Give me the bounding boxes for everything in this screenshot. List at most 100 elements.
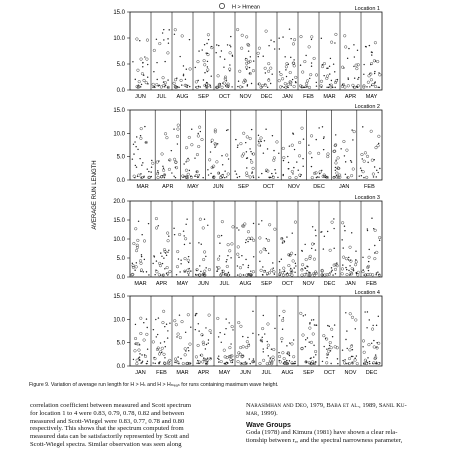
data-point-hs [162,165,164,167]
data-point-hmean [281,77,285,81]
data-point-hmean [152,48,156,52]
data-point-hs [186,218,188,220]
data-point-hs [223,66,225,68]
data-point-hmean [136,342,140,346]
data-point-hmean [240,154,244,158]
data-point-hmean [314,171,318,175]
data-point-hmean [205,85,209,89]
data-point-hs [224,85,227,87]
data-point-hs [163,86,166,88]
data-point-hs [230,343,232,345]
data-point-hs [336,78,339,81]
data-point-hs [314,249,317,251]
data-point-hs [144,56,146,58]
data-point-hmean [243,79,248,83]
data-point-hs [281,341,283,343]
data-point-hs [294,253,297,256]
data-point-hs [145,318,148,320]
data-point-hs [206,357,209,359]
data-point-hmean [200,333,204,337]
data-point-hs [334,166,337,169]
data-point-hs [304,314,307,316]
data-point-hmean [261,84,265,88]
data-point-hs [379,167,381,170]
data-point-hs [237,144,239,146]
data-point-hmean [345,148,349,152]
data-point-hmean [292,355,296,359]
data-point-hs [270,39,272,41]
data-point-hmean [328,341,332,345]
data-point-hmean [135,243,139,247]
data-point-hs [366,228,369,230]
month-label: JAN [339,184,349,190]
data-point-hs [220,341,222,343]
data-point-hmean [245,61,249,65]
data-point-hmean [241,224,245,228]
data-point-hs [148,274,150,276]
data-point-hs [168,159,170,162]
data-point-hs [206,52,209,55]
data-point-hs [278,351,280,354]
data-point-hmean [350,272,354,276]
data-point-hmean [373,257,377,261]
data-point-hs [164,252,167,254]
data-point-hs [257,55,259,58]
data-point-hmean [242,131,246,135]
data-point-hs [287,155,289,158]
data-point-hs [349,274,351,276]
data-point-hs [198,362,200,365]
data-point-hs [261,220,263,222]
data-point-hs [363,362,365,365]
data-point-hmean [225,356,229,360]
data-point-hmean [142,338,146,342]
data-point-hs [264,72,267,74]
month-label: MAR [136,184,148,190]
y-tick-label: 5.0 [117,155,126,161]
data-point-hmean [289,80,293,84]
month-label: DEC [324,281,336,287]
data-point-hs [175,274,178,276]
data-point-hs [187,84,189,87]
data-point-hs [292,339,295,341]
data-point-hmean [202,59,206,63]
data-point-hs [168,235,170,237]
data-point-hs [265,170,267,173]
data-point-hs [199,354,202,356]
data-point-hs [328,65,331,68]
month-label: SEP [238,184,249,190]
data-point-hs [226,44,229,46]
month-label: JAN [345,281,355,287]
data-point-hmean [272,347,276,352]
data-point-hs [346,268,348,271]
data-point-hmean [303,60,307,64]
data-point-hs [183,235,185,237]
data-point-hs [369,86,371,88]
data-point-hmean [137,173,141,177]
data-point-hmean [219,273,223,277]
data-point-hmean [205,358,209,362]
data-point-hmean [307,85,312,89]
data-point-hs [268,176,270,179]
data-point-hs [350,355,353,358]
data-point-hs [227,129,229,131]
data-point-hs [223,58,226,60]
data-point-hmean [373,357,377,361]
data-point-hs [346,330,348,332]
data-point-hs [315,85,318,87]
month-label: JUN [213,184,224,190]
data-point-hs [309,322,311,324]
data-point-hs [364,311,366,313]
data-point-hmean [245,35,249,39]
data-point-hs [252,176,255,179]
data-point-hs [377,171,379,174]
data-point-hs [157,85,159,87]
data-point-hs [164,268,166,270]
data-point-hs [137,220,140,222]
data-point-hmean [370,158,374,162]
data-point-hs [236,265,239,267]
data-point-hs [220,175,222,177]
data-point-hs [373,82,376,84]
data-point-hmean [249,273,253,277]
data-point-hs [229,70,231,72]
data-point-hmean [311,332,315,336]
